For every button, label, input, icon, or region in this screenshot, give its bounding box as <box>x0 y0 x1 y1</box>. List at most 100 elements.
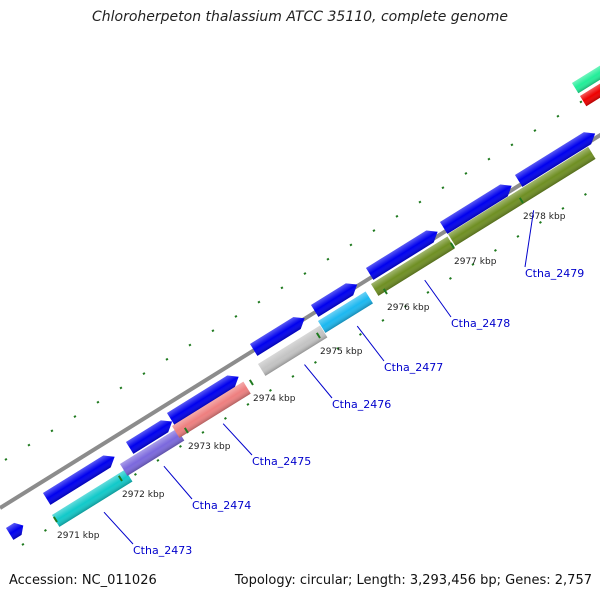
outer-scale-dot <box>280 286 284 290</box>
kbp-tick <box>449 242 455 249</box>
inner-scale-dot <box>156 458 160 462</box>
inner-scale-dot <box>336 346 340 350</box>
gene-label: Ctha_2477 <box>384 361 443 374</box>
outer-scale-dot <box>96 400 100 404</box>
gene-leader-line <box>163 465 193 500</box>
kbp-tick-label: 2971 kbp <box>57 531 100 541</box>
outer-scale-dot <box>349 243 353 247</box>
kbp-tick <box>248 379 254 386</box>
outer-scale-dot <box>487 157 491 161</box>
kbp-tick <box>518 197 524 204</box>
outer-scale-dot <box>234 314 238 318</box>
inner-scale-dot <box>561 206 565 210</box>
kbp-ticks: 2971 kbp 2972 kbp 2973 kbp 2974 kbp 2975 kbp… <box>52 197 566 541</box>
inner-scale-dot <box>223 416 227 420</box>
outer-scale-dot <box>165 357 169 361</box>
gene-label: Ctha_2473 <box>133 544 192 557</box>
inner-scale-dot <box>448 276 452 280</box>
inner-scale-dot <box>201 430 205 434</box>
top-right-feature <box>572 61 600 94</box>
gene-leader-line <box>424 279 452 318</box>
outer-dotted-scale <box>4 100 583 461</box>
outer-scale-dot <box>50 429 54 433</box>
gene-leader-line <box>524 210 535 268</box>
gene-leader-line <box>304 364 333 399</box>
kbp-tick <box>183 427 189 434</box>
map-title: Chloroherpeton thalassium ATCC 35110, co… <box>92 9 508 25</box>
accession-label: Accession: NC_011026 <box>9 573 157 588</box>
inner-scale-dot <box>426 290 430 294</box>
forward-gene-arrow <box>6 522 24 540</box>
kbp-tick <box>117 475 123 482</box>
kbp-tick-label: 2976 kbp <box>387 303 430 313</box>
outer-scale-dot <box>257 300 261 304</box>
kbp-tick-label: 2975 kbp <box>320 347 363 357</box>
inner-scale-dot <box>21 542 25 546</box>
outer-scale-dot <box>326 257 330 261</box>
inner-scale-dot <box>246 402 250 406</box>
reverse-gene-bar <box>448 146 596 246</box>
reverse-strand-genes <box>52 146 596 527</box>
kbp-tick-label: 2973 kbp <box>188 442 231 452</box>
forward-gene-arrow <box>311 283 358 317</box>
reverse-gene-bar <box>318 291 373 333</box>
inner-scale-dot <box>403 304 407 308</box>
inner-scale-dot <box>538 220 542 224</box>
gene-label: Ctha_2479 <box>525 267 584 280</box>
outer-scale-dot <box>533 129 537 132</box>
outer-scale-dot <box>441 186 445 190</box>
inner-scale-dot <box>268 388 272 392</box>
gene-label: Ctha_2475 <box>252 455 311 468</box>
inner-scale-dot <box>583 192 587 196</box>
inner-scale-dot <box>358 332 362 336</box>
forward-strand-genes <box>6 132 596 540</box>
forward-gene-arrow <box>126 420 173 454</box>
forward-gene-arrow <box>440 184 512 234</box>
forward-gene-arrow <box>250 317 305 356</box>
gene-leader-line <box>103 511 134 545</box>
inner-scale-dot <box>313 360 317 364</box>
top-right-feature <box>580 74 600 107</box>
inner-scale-dot <box>43 528 47 532</box>
outer-scale-dot <box>464 171 468 175</box>
gene-leader-line <box>356 325 385 362</box>
reverse-gene-bar <box>52 469 133 527</box>
inner-scale-dot <box>471 262 475 266</box>
inner-scale-dot <box>516 234 520 238</box>
inner-scale-dot <box>381 318 385 322</box>
reverse-gene-bar <box>258 325 328 376</box>
outer-scale-dot <box>4 457 8 461</box>
outer-scale-dot <box>142 372 146 376</box>
kbp-tick <box>52 516 58 523</box>
outer-scale-dot <box>556 114 560 118</box>
genome-summary: Topology: circular; Length: 3,293,456 bp… <box>234 573 592 588</box>
outer-scale-dot <box>372 229 376 233</box>
reverse-gene-bar <box>120 428 185 476</box>
outer-scale-dot <box>510 143 514 147</box>
outer-scale-dot <box>27 443 31 447</box>
forward-gene-arrow <box>167 375 239 425</box>
inner-scale-dot <box>291 374 295 378</box>
kbp-tick-label: 2978 kbp <box>523 212 566 222</box>
forward-gene-arrow <box>43 455 115 505</box>
kbp-tick <box>382 288 388 295</box>
gene-label: Ctha_2478 <box>451 317 510 330</box>
inner-scale-dot <box>178 444 182 448</box>
outer-scale-dot <box>73 415 77 418</box>
outer-scale-dot <box>395 214 399 218</box>
outer-scale-dot <box>579 100 583 104</box>
outer-scale-dot <box>418 200 422 204</box>
reverse-gene-bar <box>172 381 251 438</box>
forward-gene-arrow <box>515 132 596 187</box>
outer-scale-dot <box>303 272 307 275</box>
gene-label: Ctha_2476 <box>332 398 391 411</box>
gene-leader-line <box>222 423 253 456</box>
reverse-gene-bar <box>371 236 455 296</box>
gene-label: Ctha_2474 <box>192 499 251 512</box>
inner-scale-dot <box>493 248 497 252</box>
outer-scale-dot <box>119 386 123 390</box>
kbp-tick-label: 2977 kbp <box>454 257 497 267</box>
outer-scale-dot <box>188 343 192 347</box>
kbp-tick-label: 2972 kbp <box>122 490 165 500</box>
